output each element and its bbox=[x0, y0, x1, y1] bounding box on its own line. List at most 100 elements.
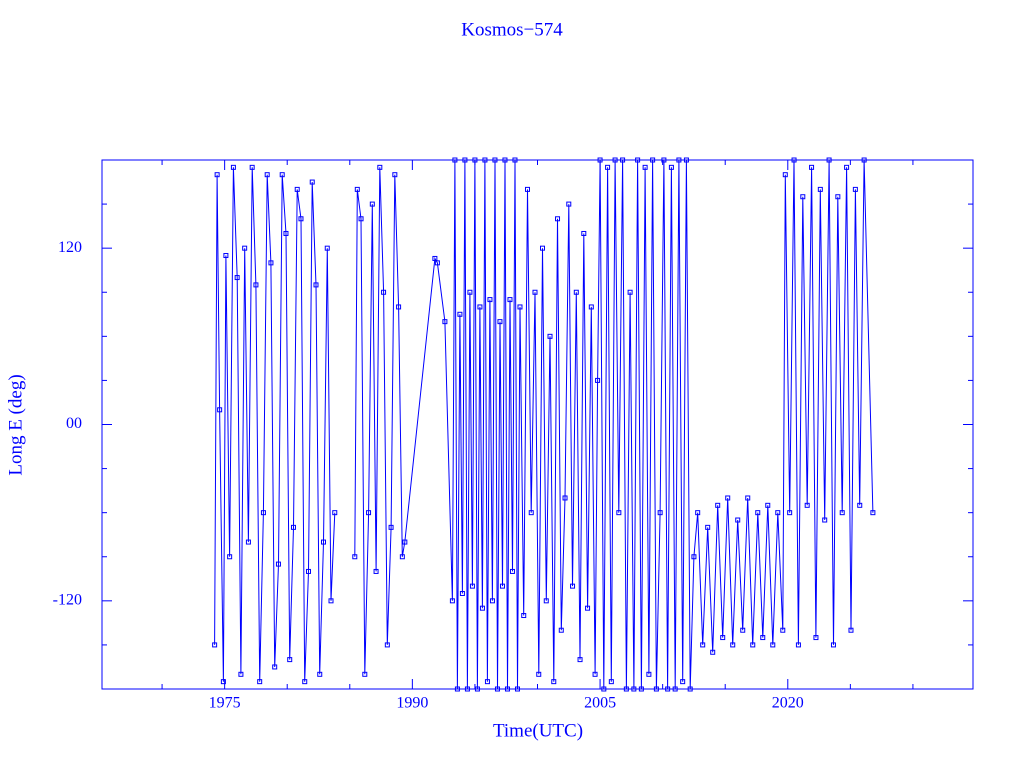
data-point bbox=[653, 686, 659, 692]
data-point bbox=[588, 304, 594, 310]
data-point bbox=[238, 671, 244, 677]
data-point bbox=[623, 686, 629, 692]
data-point bbox=[638, 686, 644, 692]
data-point bbox=[484, 679, 490, 685]
data-point bbox=[800, 194, 806, 200]
data-point bbox=[492, 157, 498, 163]
data-point bbox=[661, 157, 667, 163]
data-point bbox=[399, 554, 405, 560]
data-point bbox=[562, 495, 568, 501]
data-point bbox=[402, 539, 408, 545]
data-point bbox=[290, 524, 296, 530]
data-point bbox=[287, 657, 293, 663]
data-point bbox=[627, 289, 633, 295]
data-point bbox=[482, 157, 488, 163]
data-point bbox=[730, 642, 736, 648]
data-point bbox=[227, 554, 233, 560]
data-point bbox=[735, 517, 741, 523]
data-point bbox=[502, 157, 508, 163]
data-point bbox=[220, 679, 226, 685]
data-point bbox=[705, 524, 711, 530]
data-point bbox=[822, 517, 828, 523]
data-point bbox=[740, 627, 746, 633]
data-point bbox=[257, 679, 263, 685]
data-point bbox=[332, 510, 338, 516]
data-point bbox=[392, 172, 398, 178]
data-point bbox=[817, 186, 823, 192]
data-point bbox=[223, 253, 229, 259]
data-point bbox=[631, 686, 637, 692]
data-point bbox=[750, 642, 756, 648]
data-point bbox=[830, 642, 836, 648]
data-point bbox=[676, 157, 682, 163]
data-point bbox=[795, 642, 801, 648]
data-point bbox=[497, 319, 503, 325]
data-point bbox=[657, 510, 663, 516]
data-point bbox=[577, 657, 583, 663]
data-point bbox=[813, 635, 819, 641]
data-point bbox=[780, 627, 786, 633]
data-point bbox=[852, 186, 858, 192]
data-point bbox=[294, 186, 300, 192]
data-point bbox=[264, 172, 270, 178]
data-point bbox=[755, 510, 761, 516]
data-point bbox=[765, 502, 771, 508]
data-point bbox=[650, 157, 656, 163]
data-point bbox=[680, 679, 686, 685]
data-point bbox=[861, 157, 867, 163]
data-point bbox=[449, 598, 455, 604]
data-point bbox=[566, 201, 572, 207]
data-point bbox=[536, 671, 542, 677]
data-point bbox=[432, 255, 438, 261]
data-point bbox=[494, 686, 500, 692]
data-point bbox=[585, 605, 591, 611]
data-point bbox=[434, 260, 440, 266]
data-point bbox=[477, 304, 483, 310]
data-point bbox=[283, 230, 289, 236]
data-point bbox=[835, 194, 841, 200]
data-point bbox=[275, 561, 281, 567]
y-tick-label: 00 bbox=[66, 415, 82, 432]
data-point bbox=[230, 164, 236, 170]
data-point bbox=[839, 510, 845, 516]
data-point bbox=[472, 157, 478, 163]
data-point bbox=[710, 649, 716, 655]
data-point bbox=[720, 635, 726, 641]
y-axis-label: Long E (deg) bbox=[5, 374, 26, 475]
data-point bbox=[870, 510, 876, 516]
data-point bbox=[745, 495, 751, 501]
data-point bbox=[464, 686, 470, 692]
x-tick-label: 1975 bbox=[209, 695, 241, 712]
data-point bbox=[592, 671, 598, 677]
data-point bbox=[234, 275, 240, 281]
data-point bbox=[826, 157, 832, 163]
data-point bbox=[695, 510, 701, 516]
data-point bbox=[605, 164, 611, 170]
data-point bbox=[509, 568, 515, 574]
data-point bbox=[260, 510, 266, 516]
data-point bbox=[381, 289, 387, 295]
data-point bbox=[620, 157, 626, 163]
data-point bbox=[595, 377, 601, 383]
data-point bbox=[787, 510, 793, 516]
data-point bbox=[558, 627, 564, 633]
data-point bbox=[683, 157, 689, 163]
data-point bbox=[616, 510, 622, 516]
data-point bbox=[612, 157, 618, 163]
data-point bbox=[366, 510, 372, 516]
data-point bbox=[672, 686, 678, 692]
data-point bbox=[514, 686, 520, 692]
data-point bbox=[804, 502, 810, 508]
data-point bbox=[457, 311, 463, 317]
data-point bbox=[507, 297, 513, 303]
data-point bbox=[504, 686, 510, 692]
data-point bbox=[551, 679, 557, 685]
data-point bbox=[396, 304, 402, 310]
data-point bbox=[770, 642, 776, 648]
data-point bbox=[321, 539, 327, 545]
data-point bbox=[668, 164, 674, 170]
data-point bbox=[454, 686, 460, 692]
data-point bbox=[700, 642, 706, 648]
data-point bbox=[442, 319, 448, 325]
